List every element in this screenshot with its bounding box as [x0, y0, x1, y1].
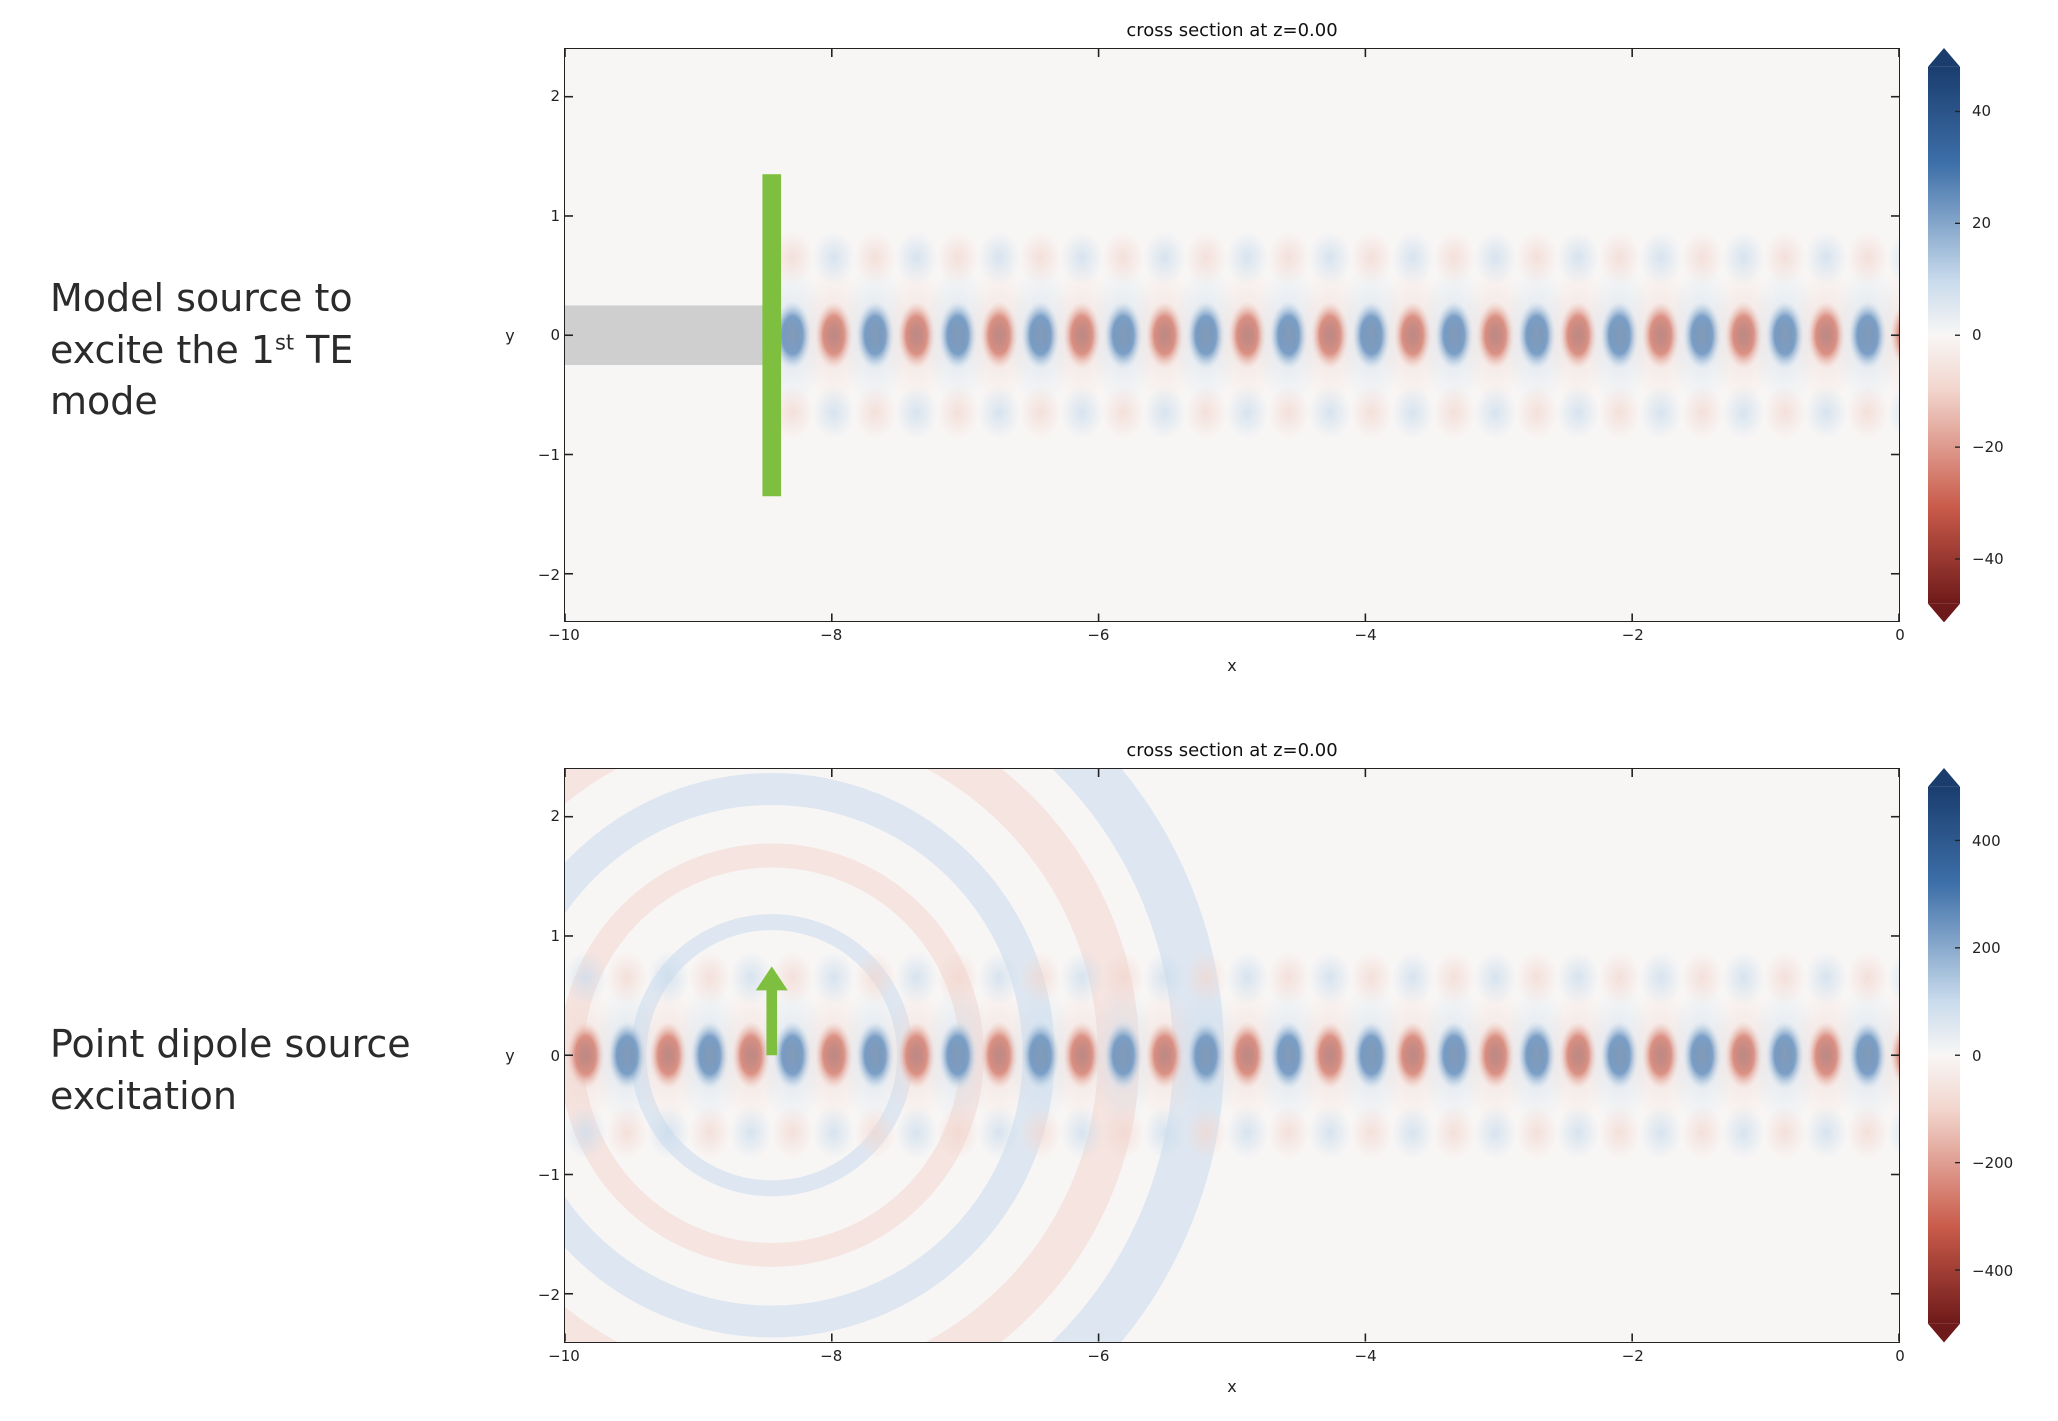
caption-bottom: Point dipole source excitation — [40, 1019, 470, 1122]
colorbar-wrap — [1920, 768, 1968, 1342]
y-axis-label: y — [490, 48, 530, 622]
colorbar-tick-label: −200 — [1972, 1154, 2013, 1172]
field-plot — [564, 768, 1900, 1342]
y-tick-label: −1 — [538, 446, 560, 464]
y-tick-label: −2 — [538, 566, 560, 584]
colorbar-tick-label: 400 — [1972, 832, 2001, 850]
x-tick-label: −6 — [1087, 1347, 1109, 1365]
y-tick-label: −1 — [538, 1166, 560, 1184]
colorbar-wrap — [1920, 48, 1968, 622]
x-tick-label: −8 — [820, 1347, 842, 1365]
plot-wrap-top: cross section at z=0.00y−2−1012 −40−2002… — [490, 20, 2018, 680]
colorbar-ticks: −40 −20 0 20 40 — [1968, 48, 2018, 622]
y-tick-label: 1 — [550, 207, 560, 225]
x-tick-label: −4 — [1355, 626, 1377, 644]
x-tick-label: −10 — [548, 1347, 580, 1365]
x-tick-label: −4 — [1355, 1347, 1377, 1365]
y-tick-label: 2 — [550, 87, 560, 105]
y-tick-label: 0 — [550, 1047, 560, 1065]
colorbar-tick-label: 20 — [1972, 214, 1991, 232]
x-ticks: −10−8−6−4−20 — [564, 622, 1900, 656]
y-tick-label: −2 — [538, 1286, 560, 1304]
x-tick-label: −2 — [1622, 1347, 1644, 1365]
absorber-region — [565, 305, 772, 365]
x-tick-label: 0 — [1895, 1347, 1905, 1365]
plot-wrap-bottom: cross section at z=0.00y−2−1012 −400−200… — [490, 740, 2018, 1400]
plot-canvas — [565, 769, 1899, 1341]
field-plot — [564, 48, 1900, 622]
caption-top: Model source to excite the 1st TE mode — [40, 273, 470, 427]
x-tick-label: −10 — [548, 626, 580, 644]
colorbar-tick-label: −40 — [1972, 550, 2004, 568]
x-ticks: −10−8−6−4−20 — [564, 1343, 1900, 1377]
y-ticks: −2 −1 0 1 2 — [530, 48, 564, 622]
x-tick-label: −6 — [1087, 626, 1109, 644]
colorbar-tick-label: 200 — [1972, 939, 2001, 957]
panel-bottom: Point dipole source excitation cross sect… — [40, 740, 2018, 1400]
colorbar-tick-label: 0 — [1972, 1047, 1982, 1065]
x-tick-label: 0 — [1895, 626, 1905, 644]
x-axis-label: x — [564, 1377, 1900, 1401]
x-tick-label: −8 — [820, 626, 842, 644]
y-ticks: −2 −1 0 1 2 — [530, 768, 564, 1342]
panel-top: Model source to excite the 1st TE mode cr… — [40, 20, 2018, 680]
x-axis-label: x — [564, 656, 1900, 680]
colorbar-tick-label: 0 — [1972, 326, 1982, 344]
plot-canvas — [565, 49, 1899, 621]
y-tick-label: 0 — [550, 326, 560, 344]
y-tick-label: 1 — [550, 927, 560, 945]
mode-source-line — [762, 174, 781, 496]
colorbar — [1928, 48, 1960, 622]
y-tick-label: 2 — [550, 807, 560, 825]
colorbar-tick-label: −400 — [1972, 1262, 2013, 1280]
colorbar — [1928, 768, 1960, 1342]
y-axis-label: y — [490, 768, 530, 1342]
colorbar-tick-label: 40 — [1972, 102, 1991, 120]
x-tick-label: −2 — [1622, 626, 1644, 644]
colorbar-ticks: −400 −200 0 200 400 — [1968, 768, 2018, 1342]
plot-title: cross section at z=0.00 — [564, 20, 1900, 48]
colorbar-tick-label: −20 — [1972, 438, 2004, 456]
plot-title: cross section at z=0.00 — [564, 740, 1900, 768]
